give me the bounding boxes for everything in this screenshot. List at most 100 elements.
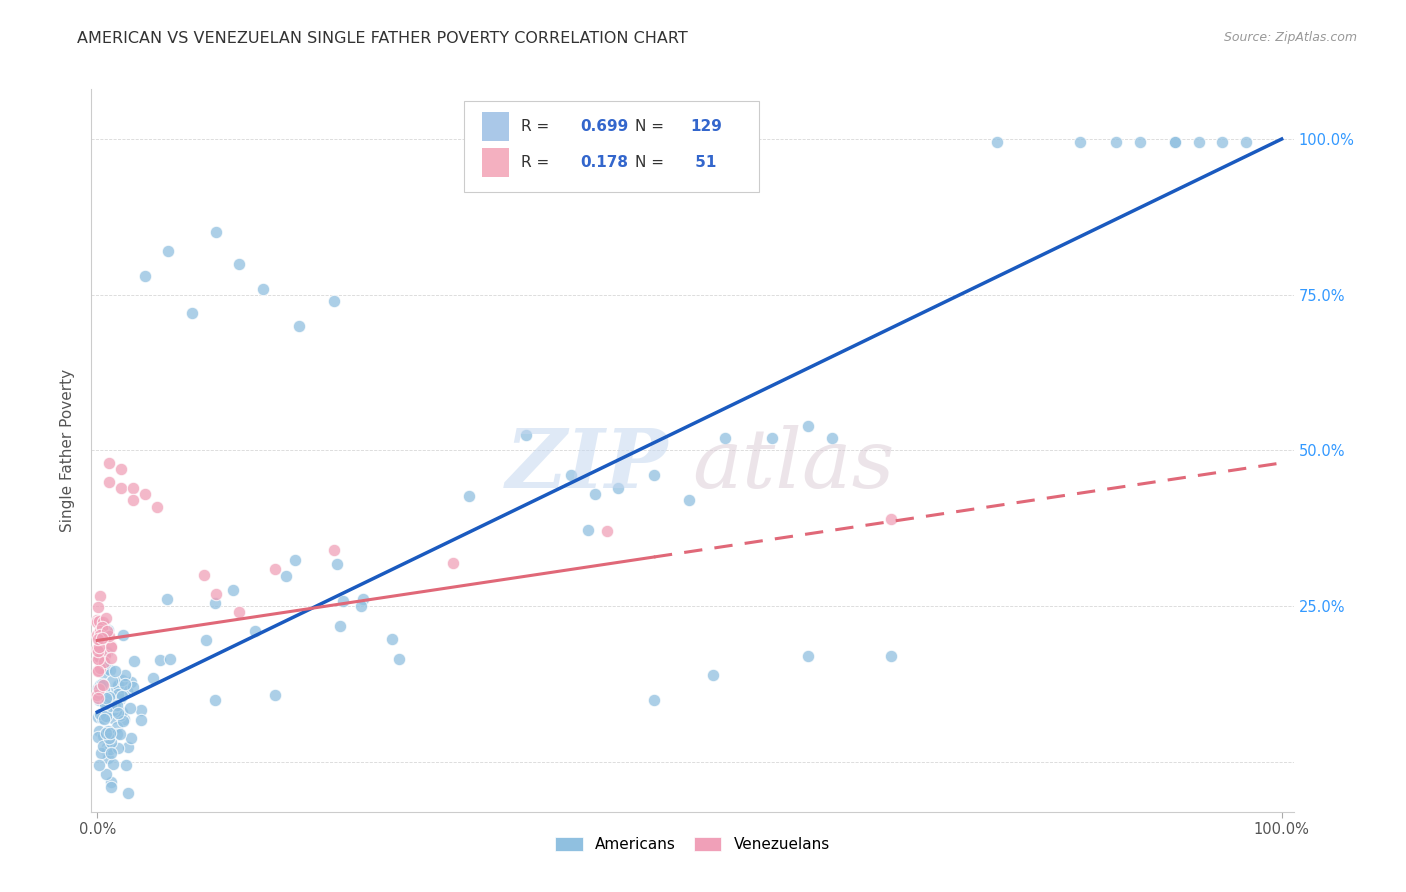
Point [325, 557, 347, 571]
Point [91, 739, 114, 753]
Point [1211, 135, 1233, 149]
Point [105, 698, 128, 713]
Point [87, 643, 110, 657]
Point [607, 481, 630, 495]
Point [89, 640, 111, 655]
Point [98, 690, 121, 705]
Point [87, 691, 110, 706]
Point [87, 681, 110, 696]
Point [121, 481, 143, 495]
Point [86, 663, 108, 677]
FancyBboxPatch shape [482, 148, 509, 178]
Point [97, 623, 120, 637]
Point [87, 652, 110, 666]
Text: atlas: atlas [692, 425, 894, 505]
Point [107, 741, 129, 756]
Point [118, 700, 141, 714]
Point [115, 684, 138, 698]
Point [194, 633, 217, 648]
Point [1164, 135, 1187, 149]
Point [252, 281, 274, 295]
Point [111, 689, 134, 703]
Point [105, 720, 128, 734]
Point [702, 667, 724, 681]
Point [105, 727, 128, 741]
Point [86, 641, 108, 656]
Point [97, 750, 120, 764]
Point [124, 654, 146, 668]
Point [105, 678, 128, 692]
Point [96, 744, 118, 758]
Point [89, 706, 111, 721]
Point [515, 427, 537, 442]
Point [145, 500, 167, 514]
Point [100, 699, 122, 714]
Y-axis label: Single Father Poverty: Single Father Poverty [60, 369, 76, 532]
Point [91, 678, 114, 692]
Point [820, 431, 842, 445]
Point [98, 664, 121, 678]
Point [1234, 135, 1257, 149]
Text: 0.178: 0.178 [581, 155, 628, 170]
Point [91, 711, 114, 725]
Point [97, 696, 120, 710]
Point [97, 724, 120, 739]
Point [110, 481, 132, 495]
Point [381, 632, 404, 646]
Point [193, 568, 215, 582]
Point [87, 709, 110, 723]
Point [100, 640, 122, 654]
Point [96, 767, 118, 781]
Point [100, 775, 122, 789]
Point [89, 590, 111, 604]
Point [323, 293, 346, 308]
Point [87, 686, 110, 700]
Point [98, 725, 121, 739]
Point [228, 606, 250, 620]
Text: 51: 51 [690, 155, 717, 170]
Point [714, 431, 737, 445]
Point [93, 655, 115, 669]
Point [105, 704, 128, 718]
Point [91, 645, 114, 659]
Point [880, 512, 903, 526]
Point [94, 697, 117, 711]
Point [96, 645, 118, 659]
Point [350, 599, 373, 614]
Point [181, 306, 204, 320]
Point [264, 562, 287, 576]
Point [86, 628, 108, 642]
Point [87, 652, 110, 666]
Point [204, 226, 226, 240]
Point [101, 674, 124, 689]
Point [157, 244, 180, 259]
Point [110, 673, 132, 687]
Point [107, 678, 129, 692]
Point [96, 624, 118, 638]
Point [576, 523, 599, 537]
Point [96, 700, 118, 714]
Point [94, 656, 117, 670]
Point [388, 651, 411, 665]
Text: R =: R = [520, 155, 554, 170]
Point [89, 678, 111, 692]
Text: 0.699: 0.699 [581, 120, 628, 135]
Point [264, 688, 287, 702]
Point [87, 681, 110, 695]
Point [94, 690, 117, 705]
Point [110, 727, 132, 741]
Text: N =: N = [634, 120, 669, 135]
Point [114, 667, 136, 681]
Point [101, 757, 124, 772]
Point [93, 712, 115, 726]
Point [87, 632, 110, 646]
Point [87, 614, 110, 628]
Point [287, 318, 309, 333]
Point [120, 675, 142, 690]
Point [329, 618, 352, 632]
Point [1164, 135, 1187, 149]
Point [121, 493, 143, 508]
Point [104, 699, 127, 714]
Point [94, 662, 117, 676]
Point [89, 661, 111, 675]
